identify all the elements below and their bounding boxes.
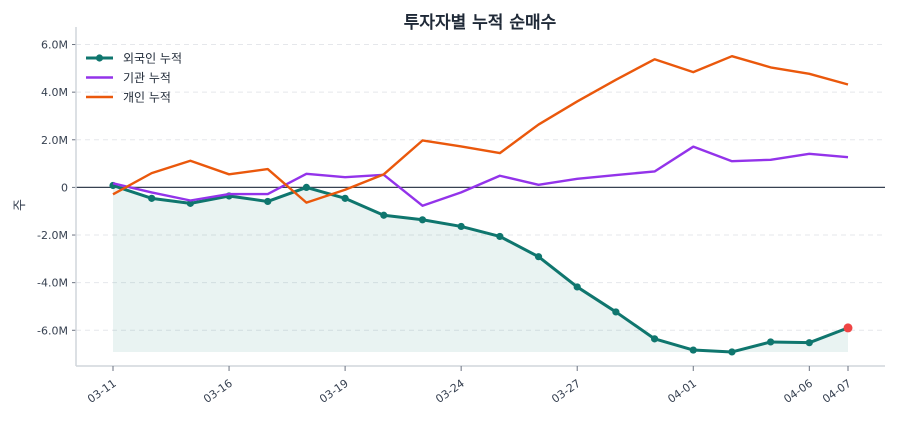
legend-label: 기관 누적 [123, 71, 171, 85]
x-tick-label: 04-06 [781, 377, 815, 406]
y-tick-label: 0 [61, 181, 68, 194]
data-point [728, 348, 736, 356]
data-point [418, 216, 427, 224]
legend-marker [95, 54, 104, 62]
area-fill [113, 185, 848, 352]
data-point [767, 338, 775, 346]
series-line [112, 184, 849, 354]
y-tick-label: 6.0M [41, 39, 68, 52]
series-line [112, 54, 849, 204]
y-tick-label: -6.0M [37, 324, 68, 337]
data-point [612, 308, 620, 316]
data-point [496, 232, 504, 241]
x-tick-label: 03-11 [85, 377, 119, 406]
data-point [650, 335, 659, 343]
legend-label: 외국인 누적 [123, 52, 182, 66]
y-axis-label: 주 [13, 199, 28, 211]
y-tick-label: -4.0M [37, 277, 68, 290]
data-point [805, 339, 813, 347]
legend-label: 개인 누적 [123, 91, 171, 105]
data-point [302, 183, 311, 192]
chart-title: 투자자별 누적 순매수 [404, 13, 557, 33]
data-point [380, 211, 388, 219]
series-line [112, 145, 849, 207]
x-tick-label: 04-07 [820, 377, 854, 406]
data-point [186, 199, 194, 207]
data-point [689, 346, 697, 354]
data-point [148, 194, 156, 202]
data-point [457, 222, 465, 231]
y-tick-label: 2.0M [41, 134, 68, 147]
data-point [573, 283, 581, 291]
x-tick-label: 04-01 [665, 377, 699, 406]
x-tick-label: 03-27 [549, 377, 583, 406]
x-tick-label: 03-24 [433, 377, 467, 406]
data-point [534, 253, 543, 261]
x-tick-label: 03-16 [201, 377, 235, 406]
last-point-marker [843, 323, 853, 333]
x-tick-label: 03-19 [317, 377, 351, 406]
data-point [341, 194, 349, 202]
y-tick-label: 4.0M [41, 86, 68, 99]
data-point [264, 197, 272, 206]
y-tick-label: -2.0M [37, 229, 68, 242]
